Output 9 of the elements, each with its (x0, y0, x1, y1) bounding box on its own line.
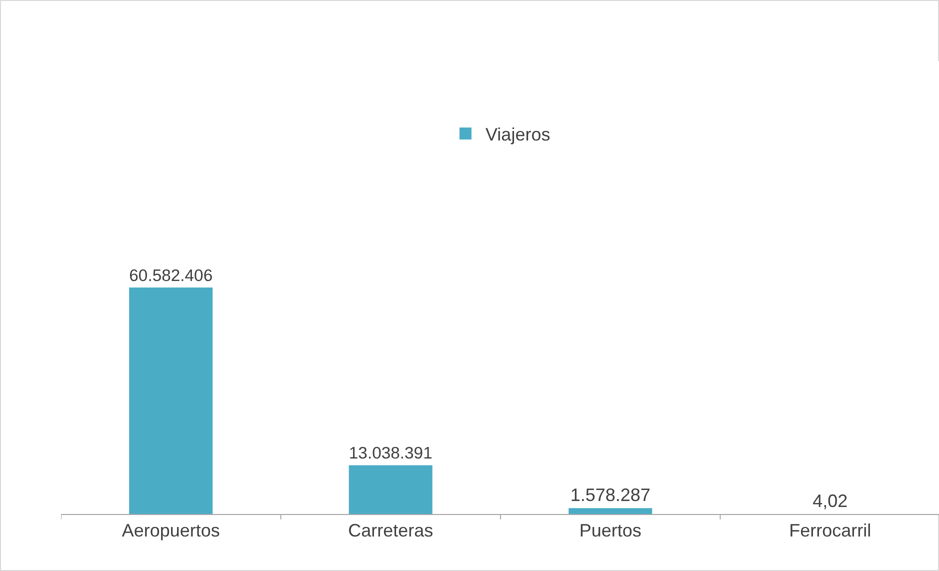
data-label: 60.582.406 (129, 266, 213, 285)
x-tick-label: Ferrocarril (789, 520, 872, 541)
data-label: 4,02 (812, 491, 848, 511)
x-tick-label: Aeropuertos (122, 520, 220, 541)
x-tick-label: Puertos (579, 520, 642, 541)
legend-label: Viajeros (486, 124, 550, 145)
data-label: 13.038.391 (348, 444, 432, 463)
data-label: 1.578.287 (570, 485, 650, 506)
x-tick-label: Carreteras (348, 520, 434, 541)
